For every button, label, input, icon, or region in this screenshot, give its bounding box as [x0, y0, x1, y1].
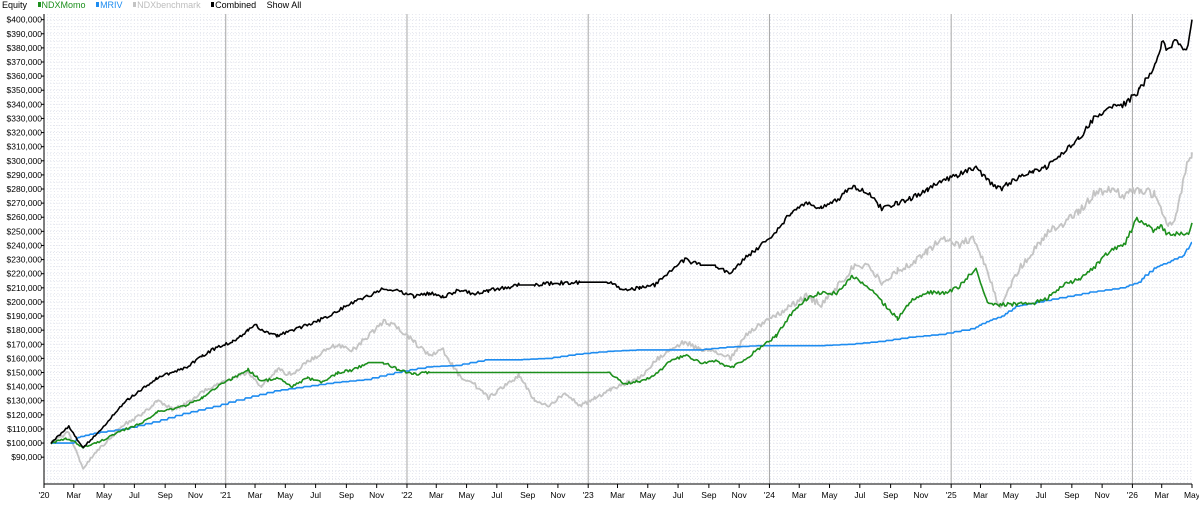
- y-tick-label: $250,000: [7, 226, 43, 236]
- x-tick-label: '23: [583, 490, 594, 500]
- x-tick-label: Jul: [491, 490, 502, 500]
- x-tick-label: Nov: [1095, 490, 1111, 500]
- y-tick-label: $310,000: [7, 142, 43, 152]
- x-tick-label: Jul: [129, 490, 140, 500]
- y-tick-label: $200,000: [7, 297, 43, 307]
- y-tick-label: $360,000: [7, 71, 43, 81]
- x-tick-label: Sep: [520, 490, 535, 500]
- y-tick-label: $220,000: [7, 269, 43, 279]
- y-tick-label: $380,000: [7, 43, 43, 53]
- y-tick-label: $140,000: [7, 382, 43, 392]
- y-tick-label: $290,000: [7, 170, 43, 180]
- legend-label-ndxmomo: NDXMomo: [41, 0, 86, 10]
- y-tick-label: $280,000: [7, 184, 43, 194]
- legend-label-combined: Combined: [215, 0, 257, 10]
- y-tick-label: $390,000: [7, 29, 43, 39]
- legend-item-mriv[interactable]: MRIV: [96, 0, 123, 10]
- y-tick-label: $120,000: [7, 410, 43, 420]
- x-tick-label: Sep: [158, 490, 173, 500]
- x-tick-label: Nov: [188, 490, 204, 500]
- x-tick-label: '21: [220, 490, 231, 500]
- gridlines: [43, 14, 1192, 484]
- legend-swatch-ndxmomo: [37, 2, 41, 7]
- y-tick-label: $130,000: [7, 396, 43, 406]
- legend-label-mriv: MRIV: [100, 0, 123, 10]
- legend-item-ndxmomo[interactable]: NDXMomo: [37, 0, 86, 10]
- series-line-mriv: [51, 241, 1193, 444]
- y-tick-label: $100,000: [7, 438, 43, 448]
- x-tick-label: May: [821, 490, 838, 500]
- x-tick-label: Sep: [1064, 490, 1079, 500]
- legend-swatch-ndxbenchmark: [133, 2, 137, 7]
- x-tick-label: Nov: [369, 490, 385, 500]
- x-tick-label: May: [1184, 490, 1199, 500]
- x-tick-label: May: [96, 490, 113, 500]
- y-tick-label: $150,000: [7, 367, 43, 377]
- y-tick-label: $90,000: [11, 452, 42, 462]
- x-tick-label: '25: [946, 490, 957, 500]
- axes: $90,000 $100,000 $110,000 $120,000 $130,000 $…: [7, 14, 1199, 500]
- y-tick-label: $260,000: [7, 212, 43, 222]
- x-tick-label: '26: [1127, 490, 1138, 500]
- x-tick-label: Mar: [248, 490, 263, 500]
- legend-swatch-combined: [211, 2, 215, 7]
- legend-item-combined[interactable]: Combined: [211, 0, 256, 10]
- y-tick-label: $170,000: [7, 339, 43, 349]
- x-tick-label: '20: [38, 490, 49, 500]
- show-all-button[interactable]: Show All: [266, 0, 302, 10]
- y-tick-label: $240,000: [7, 240, 43, 250]
- x-tick-label: May: [640, 490, 657, 500]
- x-tick-label: Mar: [792, 490, 807, 500]
- y-tick-label: $180,000: [7, 325, 43, 335]
- legend-title: Equity: [2, 0, 28, 10]
- series-lines: [50, 19, 1193, 470]
- y-tick-label: $270,000: [7, 198, 43, 208]
- x-tick-label: Jul: [854, 490, 865, 500]
- x-tick-label: May: [1003, 490, 1020, 500]
- x-tick-label: Sep: [339, 490, 354, 500]
- series-line-ndxbenchmark: [50, 152, 1193, 470]
- x-tick-label: Jul: [310, 490, 321, 500]
- x-tick-label: Mar: [610, 490, 625, 500]
- y-tick-label: $110,000: [7, 424, 42, 434]
- x-tick-label: Nov: [913, 490, 929, 500]
- y-tick-label: $350,000: [7, 85, 43, 95]
- x-tick-label: Nov: [732, 490, 748, 500]
- x-tick-label: May: [277, 490, 294, 500]
- x-tick-label: Sep: [701, 490, 716, 500]
- y-tick-label: $330,000: [7, 113, 43, 123]
- x-tick-label: Mar: [1154, 490, 1169, 500]
- x-tick-label: Sep: [883, 490, 898, 500]
- legend-swatch-mriv: [96, 2, 100, 7]
- y-tick-label: $210,000: [7, 283, 43, 293]
- x-tick-label: Jul: [673, 490, 684, 500]
- x-tick-label: Mar: [66, 490, 81, 500]
- legend-item-ndxbenchmark[interactable]: NDXbenchmark: [133, 0, 201, 10]
- y-tick-label: $370,000: [7, 57, 43, 67]
- y-tick-label: $400,000: [7, 15, 43, 25]
- y-tick-label: $160,000: [7, 353, 43, 363]
- series-line-combined: [50, 19, 1193, 449]
- legend-label-ndxbenchmark: NDXbenchmark: [137, 0, 201, 10]
- y-tick-label: $190,000: [7, 311, 43, 321]
- x-tick-label: Jul: [1036, 490, 1047, 500]
- x-tick-label: Mar: [429, 490, 444, 500]
- chart-legend: Equity NDXMomo MRIV NDXbenchmark Combine…: [2, 0, 309, 12]
- x-tick-label: '24: [764, 490, 775, 500]
- y-tick-label: $230,000: [7, 255, 43, 265]
- y-tick-label: $320,000: [7, 128, 43, 138]
- x-tick-label: Nov: [550, 490, 566, 500]
- x-tick-label: '22: [401, 490, 412, 500]
- x-tick-label: May: [459, 490, 476, 500]
- y-tick-label: $300,000: [7, 156, 43, 166]
- series-line-ndxmomo: [50, 216, 1193, 449]
- x-tick-label: Mar: [973, 490, 988, 500]
- y-tick-label: $340,000: [7, 99, 43, 109]
